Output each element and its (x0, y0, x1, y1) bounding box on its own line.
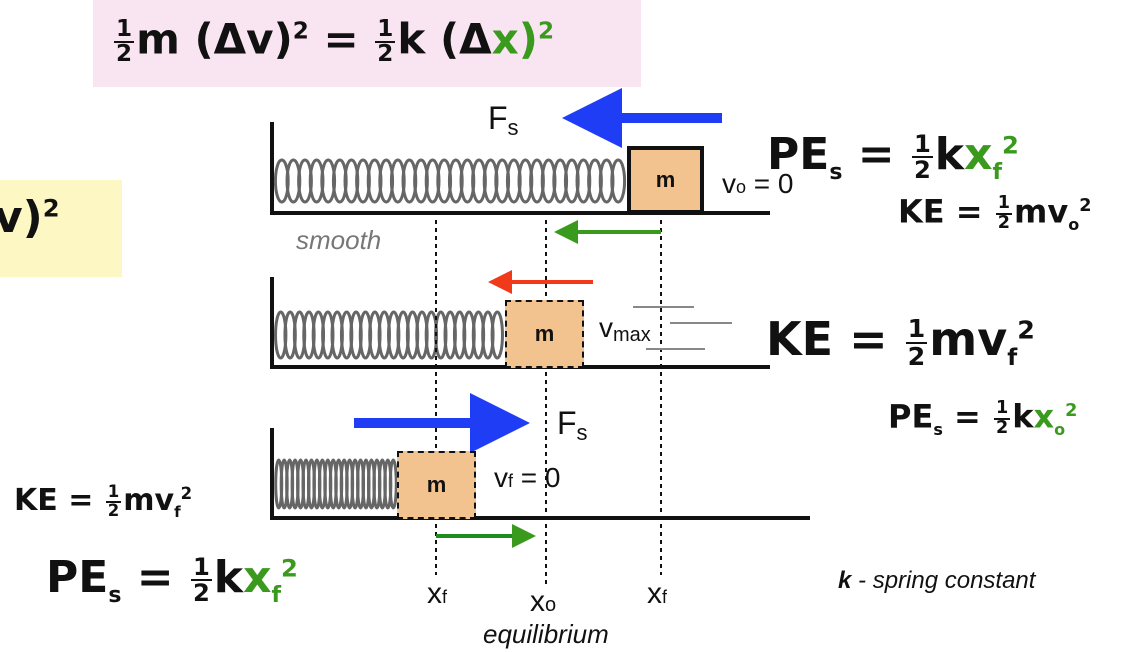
equilibrium-label: equilibrium (483, 619, 609, 649)
xf-left-label: xf (427, 577, 448, 610)
top-equation-box (93, 0, 641, 87)
force-label-top: Fs (488, 100, 519, 140)
pe-top-equation: PEs = 1 2 kxf2 (767, 129, 1019, 185)
panel-bottom-frame (270, 428, 810, 520)
spring-coil (490, 310, 504, 360)
xo-label: xo (530, 585, 557, 618)
mass-block-bottom: m (397, 451, 476, 519)
ke-left-equation: KE = 1 2 mvf2 (14, 482, 193, 521)
smooth-label: smooth (296, 225, 382, 255)
mass-block-middle: m (505, 300, 584, 368)
velocity-max-label: vmax (599, 312, 651, 346)
panel-middle-frame (270, 277, 770, 369)
mass-block-top: m (627, 146, 704, 214)
pe-left-equation: PEs = 1 2 kxf2 (46, 552, 298, 608)
speed-lines (633, 306, 732, 350)
force-label-bottom: Fs (557, 405, 588, 445)
ke-middle-equation: KE = 1 2 mvf2 (766, 312, 1035, 372)
ke-top-equation: KE = 1 2 mvo2 (898, 192, 1092, 234)
spring-constant-legend: k - spring constant (838, 567, 1036, 594)
left-partial-equation: v)2 (0, 192, 60, 243)
left-equation-box (0, 180, 122, 277)
pe-middle-equation: PEs = 1 2 kxo2 (888, 397, 1078, 439)
spring-coil (610, 158, 627, 204)
spring-medium (274, 310, 504, 360)
spring-stretched (273, 158, 627, 204)
panel-top-frame (270, 122, 770, 215)
spring-compressed (274, 458, 398, 510)
spring-coil (388, 458, 398, 510)
velocity-initial-label: vo = 0 (722, 168, 794, 199)
velocity-final-label: vf = 0 (494, 462, 561, 493)
xf-right-label: xf (647, 577, 668, 610)
